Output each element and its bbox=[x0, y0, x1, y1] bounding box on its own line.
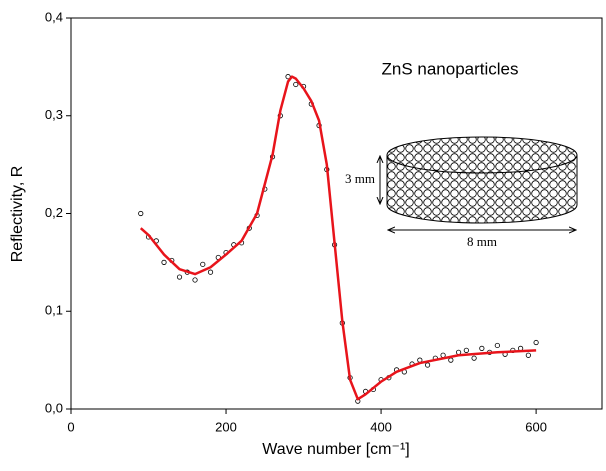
data-point bbox=[161, 259, 167, 265]
data-point bbox=[471, 355, 477, 361]
y-axis-label: Reflectivity, R bbox=[9, 166, 26, 263]
data-point bbox=[192, 277, 198, 283]
data-point bbox=[440, 352, 446, 358]
data-point bbox=[448, 357, 454, 363]
data-point bbox=[176, 274, 183, 280]
x-axis-label: Wave number [cm⁻¹] bbox=[262, 441, 409, 458]
x-tick-label: 600 bbox=[525, 419, 547, 434]
data-point bbox=[285, 74, 291, 80]
y-tick-label: 0,4 bbox=[45, 9, 63, 24]
data-point bbox=[293, 81, 299, 88]
y-tick-label: 0,1 bbox=[45, 303, 63, 318]
data-point bbox=[525, 352, 531, 358]
data-point bbox=[533, 339, 539, 346]
data-point bbox=[479, 345, 485, 351]
cylinder-body bbox=[386, 154, 578, 224]
x-tick-label: 0 bbox=[67, 419, 74, 434]
data-point bbox=[455, 349, 462, 355]
data-point bbox=[138, 210, 144, 217]
data-point bbox=[424, 362, 431, 368]
x-tick-label: 200 bbox=[215, 419, 237, 434]
y-tick-label: 0,2 bbox=[45, 205, 63, 220]
data-point bbox=[207, 269, 214, 275]
x-tick-label: 400 bbox=[370, 419, 392, 434]
fit-line bbox=[139, 75, 537, 401]
cylinder-top bbox=[386, 136, 578, 174]
y-tick-label: 0,0 bbox=[45, 400, 63, 415]
data-point bbox=[494, 342, 500, 349]
annotation: 3 mm bbox=[345, 171, 375, 186]
data-point bbox=[463, 347, 469, 353]
inset-diagram: 3 mm 8 mm bbox=[345, 136, 578, 249]
annotation: ZnS nanoparticles bbox=[381, 59, 518, 78]
annotation: 8 mm bbox=[467, 234, 497, 249]
data-point bbox=[200, 261, 206, 267]
y-tick-label: 0,3 bbox=[45, 107, 63, 122]
